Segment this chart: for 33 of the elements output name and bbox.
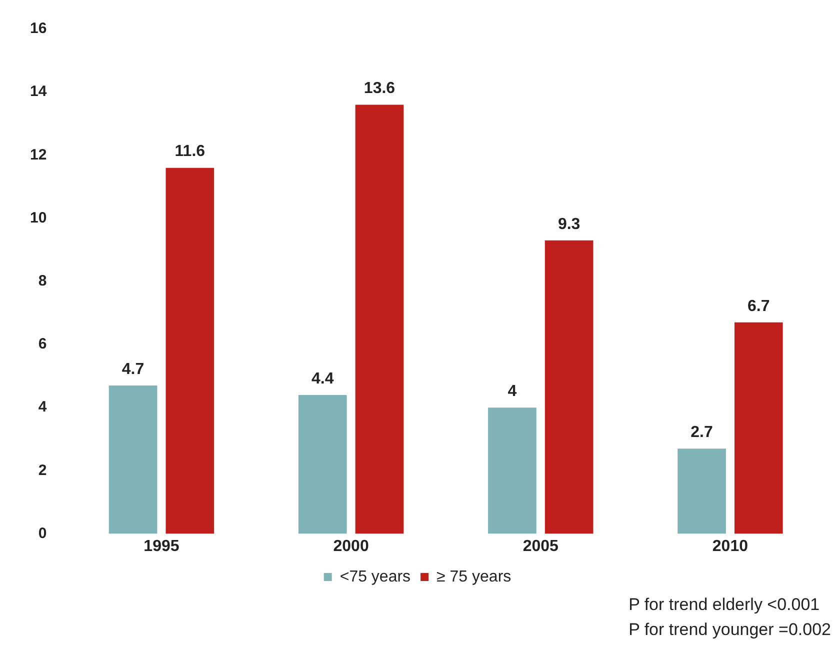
text: P for trend elderly <0.001 (628, 594, 821, 616)
legend-label: ≥ 75 years (436, 568, 512, 586)
x-tick-label: 1995 (144, 538, 180, 555)
text: P for trend younger =0.002 (628, 619, 831, 641)
y-tick-label: 8 (38, 272, 47, 290)
y-tick-label: 12 (30, 146, 47, 164)
x-tick-label: 2005 (522, 538, 559, 555)
bar (488, 408, 536, 534)
y-tick-label: 10 (30, 209, 47, 226)
data-label: 4.7 (122, 360, 144, 378)
y-tick-label: 6 (38, 336, 47, 353)
y-tick-label: 4 (38, 398, 48, 416)
y-tick-label: 16 (30, 20, 47, 38)
legend-label: <75 years (340, 568, 411, 586)
data-label: 4.4 (311, 370, 334, 388)
data-label: 13.6 (364, 80, 396, 98)
data-label: 4 (508, 383, 517, 400)
x-tick-label: 2010 (712, 538, 748, 555)
x-tick-label: 2000 (333, 538, 369, 555)
bar (544, 240, 594, 534)
bar (298, 394, 347, 534)
y-tick-label: 0 (38, 524, 47, 542)
bar (678, 448, 726, 534)
y-tick-label: 14 (30, 83, 48, 100)
data-label: 2.7 (690, 424, 713, 442)
bar (734, 322, 783, 534)
bar (166, 168, 214, 534)
y-tick-label: 2 (38, 462, 47, 479)
data-label: 11.6 (174, 143, 206, 160)
bar (108, 386, 158, 534)
bar (355, 104, 404, 534)
data-label: 9.3 (558, 216, 580, 233)
data-label: 6.7 (748, 298, 770, 315)
